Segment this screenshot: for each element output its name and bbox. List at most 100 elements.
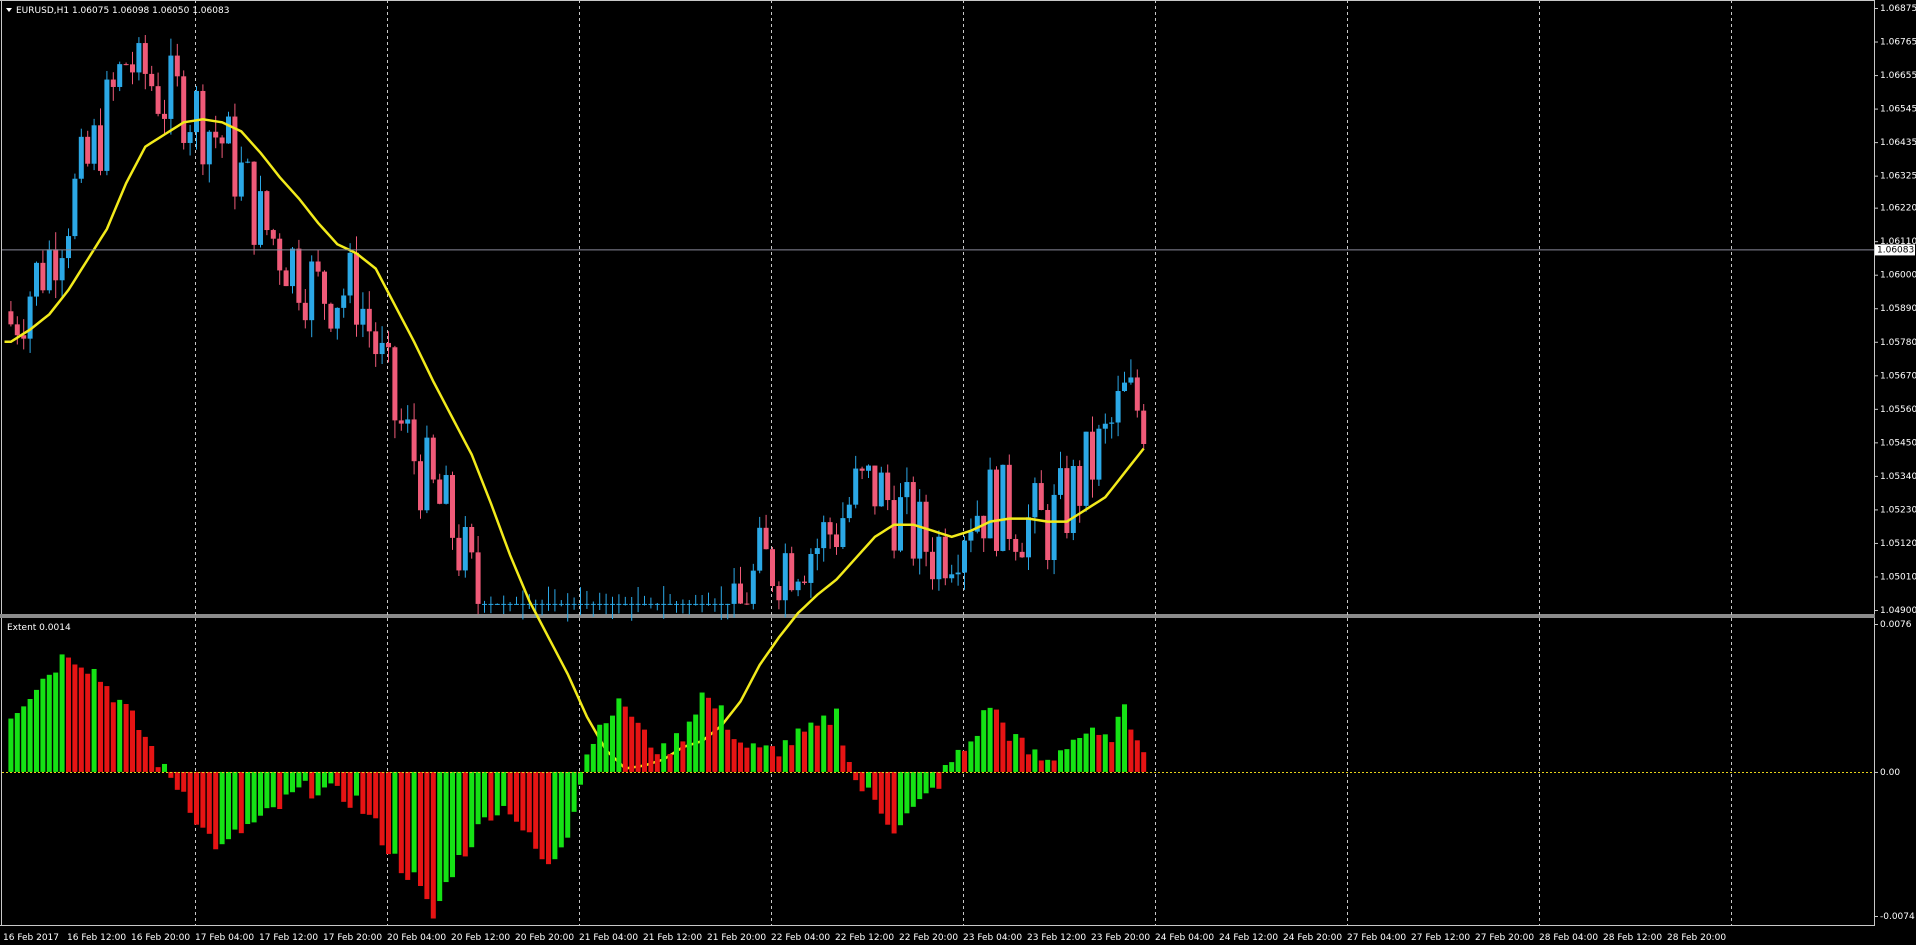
candle-body xyxy=(558,603,564,605)
candle-body xyxy=(533,603,539,605)
histogram-bar xyxy=(738,742,743,772)
time-axis-label: 23 Feb 20:00 xyxy=(1091,933,1150,943)
histogram-bar xyxy=(34,689,39,772)
candle-body xyxy=(418,461,423,511)
histogram-bar xyxy=(142,736,148,772)
histogram-bar xyxy=(693,714,699,772)
histogram-bar xyxy=(322,771,327,788)
candle-body xyxy=(354,252,359,325)
price-axis-label: 1.06000 xyxy=(1880,271,1916,281)
histogram-bar xyxy=(782,740,788,772)
price-axis-label: 1.06110 xyxy=(1880,237,1916,247)
candle-body xyxy=(1038,483,1044,511)
histogram-bar xyxy=(898,771,903,826)
histogram-bar xyxy=(450,771,455,878)
histogram-bar xyxy=(834,708,839,772)
histogram-bar xyxy=(469,771,475,848)
histogram-bar xyxy=(846,762,852,772)
histogram-bar xyxy=(648,747,654,772)
histogram-bar xyxy=(661,743,667,772)
indicator-axis-label: -0.0074 xyxy=(1880,912,1915,922)
candle-body xyxy=(245,161,251,163)
candle-body xyxy=(526,603,532,605)
histogram-bar xyxy=(379,771,385,846)
histogram-bar xyxy=(258,771,263,816)
current-price-label-bg xyxy=(1875,244,1915,256)
histogram-bar xyxy=(456,771,462,856)
histogram-bar xyxy=(642,729,647,772)
time-axis-label: 16 Feb 12:00 xyxy=(67,933,126,943)
candle-body xyxy=(763,527,769,550)
candle-body xyxy=(1064,468,1070,533)
histogram-bar xyxy=(290,771,295,793)
histogram-bar xyxy=(622,706,628,772)
histogram-bar xyxy=(123,704,129,772)
candle-body xyxy=(78,136,84,179)
histogram-bar xyxy=(136,730,142,772)
histogram-bar xyxy=(1058,750,1063,772)
histogram-bar xyxy=(418,771,423,886)
candle-body xyxy=(53,249,59,281)
candle-body xyxy=(968,531,974,541)
time-axis-label: 21 Feb 20:00 xyxy=(707,933,766,943)
time-axis-label: 27 Feb 04:00 xyxy=(1347,933,1406,943)
histogram-bar xyxy=(373,771,379,819)
candle-body xyxy=(622,603,628,605)
candle-body xyxy=(725,603,731,605)
candle-body xyxy=(718,603,724,605)
histogram-bar xyxy=(181,771,187,792)
histogram-bar xyxy=(629,716,635,772)
candle-body xyxy=(206,131,212,165)
candle-body xyxy=(789,553,795,591)
histogram-bar xyxy=(1045,759,1051,772)
candle-body xyxy=(1000,464,1006,551)
candle-body xyxy=(290,248,295,287)
candle-body xyxy=(866,465,871,471)
histogram-bar xyxy=(578,771,583,785)
price-axis-label: 1.05450 xyxy=(1880,438,1916,448)
candle-body xyxy=(309,261,315,321)
histogram-bar xyxy=(424,771,430,900)
candle-body xyxy=(1045,510,1051,561)
histogram-bar xyxy=(1051,760,1057,772)
candle-body xyxy=(654,603,660,605)
candle-body xyxy=(14,324,20,336)
price-axis-label: 1.05670 xyxy=(1880,371,1916,381)
histogram-bar xyxy=(72,664,78,772)
candle-body xyxy=(1115,391,1121,423)
histogram-bar xyxy=(1096,734,1102,772)
histogram-bar xyxy=(974,735,980,772)
pane-separator[interactable] xyxy=(0,614,1875,618)
histogram-bar xyxy=(104,686,110,772)
candle-body xyxy=(565,603,571,605)
histogram-bar xyxy=(270,771,276,808)
candle-body xyxy=(494,603,500,605)
histogram-bar xyxy=(130,710,135,772)
histogram-bar xyxy=(219,771,225,845)
histogram-bar xyxy=(546,771,551,865)
current-price-label: 1.06083 xyxy=(1877,245,1914,255)
candle-body xyxy=(315,261,321,272)
collapse-arrow-icon[interactable] xyxy=(6,8,12,12)
time-axis-label: 23 Feb 12:00 xyxy=(1027,933,1086,943)
histogram-bar xyxy=(840,745,846,772)
candle-body xyxy=(117,64,123,87)
candle-body xyxy=(21,335,27,339)
candle-body xyxy=(149,73,155,87)
candle-body xyxy=(872,465,878,507)
histogram-bar xyxy=(526,771,532,833)
histogram-bar xyxy=(386,771,391,855)
candle-body xyxy=(904,482,910,498)
candle-body xyxy=(456,537,462,571)
candle-body xyxy=(680,603,686,605)
histogram-bar xyxy=(315,771,321,796)
candle-body xyxy=(808,553,814,583)
histogram-bar xyxy=(584,754,590,772)
candle-body xyxy=(424,437,430,511)
candle-body xyxy=(853,468,859,505)
histogram-bar xyxy=(110,702,116,772)
histogram-bar xyxy=(1128,729,1134,772)
candle-body xyxy=(859,468,865,471)
